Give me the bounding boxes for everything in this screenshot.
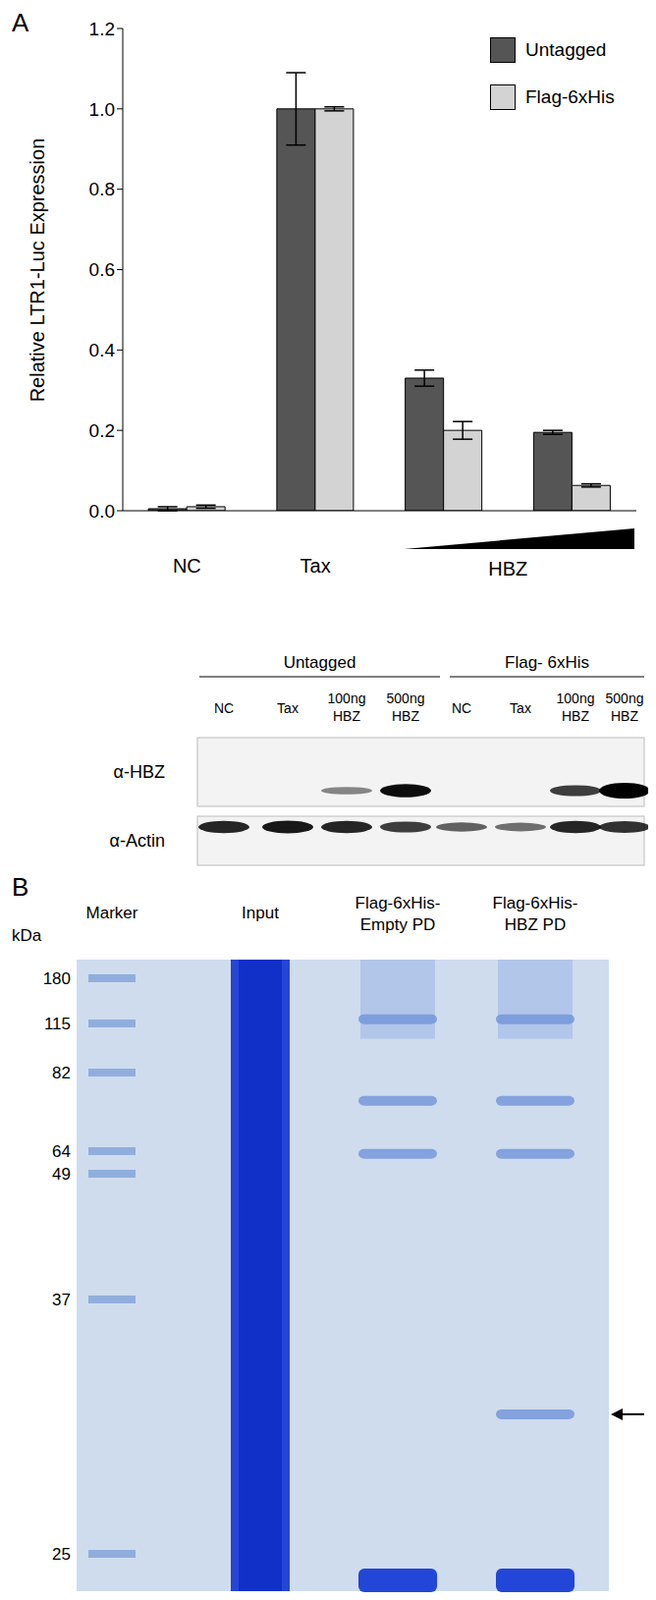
svg-text:37: 37 xyxy=(52,1290,71,1310)
svg-text:25: 25 xyxy=(52,1544,71,1564)
svg-text:0.0: 0.0 xyxy=(89,500,115,522)
svg-text:0.6: 0.6 xyxy=(89,259,115,280)
svg-text:Flag- 6xHis: Flag- 6xHis xyxy=(504,653,590,672)
svg-text:64: 64 xyxy=(52,1142,71,1161)
svg-text:115: 115 xyxy=(44,1014,71,1034)
html-text:A: A xyxy=(11,7,29,38)
svg-text:kDa: kDa xyxy=(11,926,43,945)
svg-text:NC: NC xyxy=(214,700,234,716)
svg-text:Untagged: Untagged xyxy=(283,653,357,672)
svg-text:α-Actin: α-Actin xyxy=(109,830,165,851)
svg-text:0.8: 0.8 xyxy=(89,178,115,200)
svg-text:0.4: 0.4 xyxy=(89,339,116,361)
svg-text:180: 180 xyxy=(43,969,71,988)
svg-text:Flag-6xHis-Empty PD: Flag-6xHis-Empty PD xyxy=(355,893,441,934)
svg-text:500ngHBZ: 500ngHBZ xyxy=(605,690,645,724)
svg-text:Flag-6xHis-HBZ PD: Flag-6xHis-HBZ PD xyxy=(492,893,579,934)
svg-text:B: B xyxy=(11,872,29,902)
svg-text:1.2: 1.2 xyxy=(89,18,115,40)
svg-text:NC: NC xyxy=(172,554,202,577)
svg-text:Marker: Marker xyxy=(86,903,139,923)
svg-text:100ngHBZ: 100ngHBZ xyxy=(556,690,596,724)
svg-text:49: 49 xyxy=(52,1164,71,1184)
html-text:Untagged: Untagged xyxy=(525,39,607,60)
svg-text:Tax: Tax xyxy=(300,554,331,577)
svg-text:HBZ: HBZ xyxy=(488,557,528,580)
svg-text:500ngHBZ: 500ngHBZ xyxy=(386,690,426,724)
svg-text:1.0: 1.0 xyxy=(89,99,115,120)
svg-text:Tax: Tax xyxy=(509,700,532,716)
svg-text:Input: Input xyxy=(241,903,279,923)
svg-text:NC: NC xyxy=(451,700,472,716)
html-text:Relative LTR1-Luc Expression: Relative LTR1-Luc Expression xyxy=(26,137,48,402)
svg-text:Tax: Tax xyxy=(276,700,299,716)
svg-text:0.2: 0.2 xyxy=(89,420,115,441)
svg-text:100ngHBZ: 100ngHBZ xyxy=(328,690,367,724)
svg-text:α-HBZ: α-HBZ xyxy=(113,762,165,782)
html-text:Flag-6xHis: Flag-6xHis xyxy=(525,86,615,108)
svg-text:82: 82 xyxy=(52,1063,71,1083)
